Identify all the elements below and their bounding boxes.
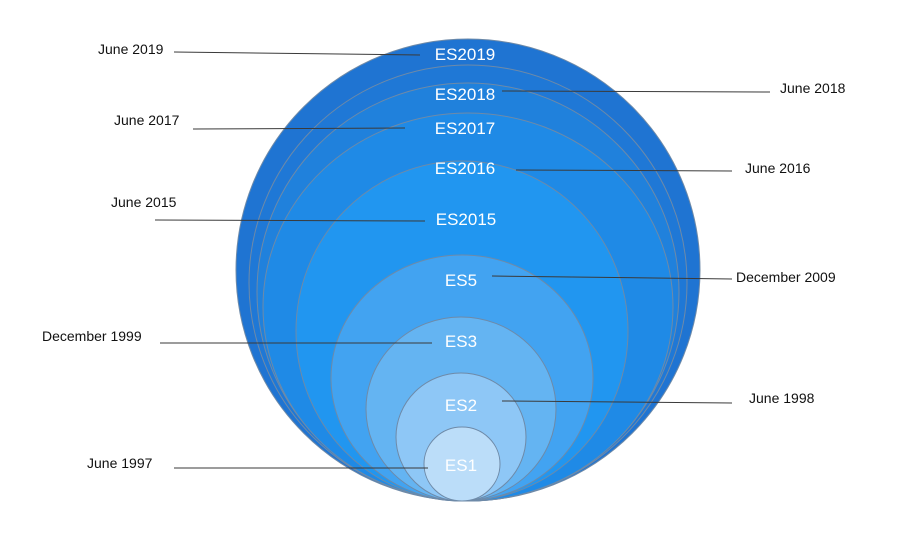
es3-release-date: December 1999 [42, 328, 142, 344]
date-labels: June 2019 June 2018 June 2017 June 2016 June… [42, 41, 846, 471]
es2-release-date: June 1998 [749, 390, 815, 406]
es2018-label: ES2018 [435, 85, 496, 104]
es2-label: ES2 [445, 396, 477, 415]
edition-labels: ES2019 ES2018 ES2017 ES2016 ES2015 ES5 ES3 ES2 E… [435, 45, 497, 475]
es2016-release-date: June 2016 [745, 160, 811, 176]
es2017-release-date: June 2017 [114, 112, 180, 128]
es2-leader-line [501, 400, 733, 404]
es2019-leader-line [173, 51, 421, 56]
es2015-release-date: June 2015 [111, 194, 177, 210]
es5-release-date: December 2009 [736, 269, 836, 285]
es5-label: ES5 [445, 271, 477, 290]
es2016-label: ES2016 [435, 159, 496, 178]
es1-release-date: June 1997 [87, 455, 153, 471]
es2016-leader-line [515, 169, 733, 172]
es1-circle [423, 426, 501, 502]
es2017-label: ES2017 [435, 119, 496, 138]
es3-label: ES3 [445, 332, 477, 351]
es5-leader-line [491, 275, 733, 280]
es2018-leader-line [501, 90, 771, 93]
leader-lines [154, 51, 771, 469]
es2018-release-date: June 2018 [780, 80, 846, 96]
es2017-leader-line [192, 127, 406, 130]
es2019-release-date: June 2019 [98, 41, 164, 57]
es2015-label: ES2015 [436, 210, 497, 229]
es2015-leader-line [154, 219, 426, 222]
edition-circles [235, 38, 701, 502]
es2019-label: ES2019 [435, 45, 496, 64]
es1-label: ES1 [445, 456, 477, 475]
